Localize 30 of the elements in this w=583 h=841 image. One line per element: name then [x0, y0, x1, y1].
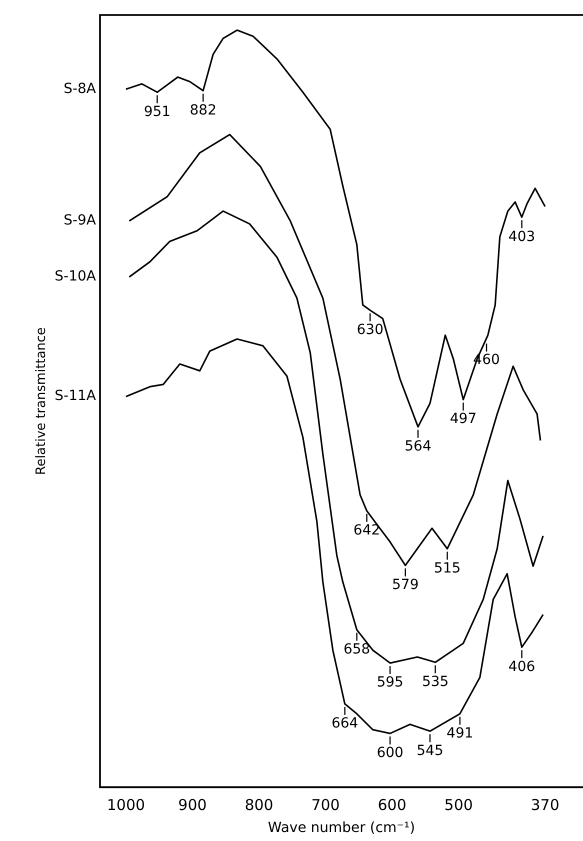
x-tick-label: 500 [444, 796, 473, 814]
y-axis-title: Relative transmittance [34, 327, 50, 476]
annotation: 564 [404, 438, 432, 454]
text: S-8A [64, 80, 96, 97]
text: S-10A [54, 268, 96, 285]
x-axis-title: Wave number (cm⁻¹) [268, 820, 416, 836]
annotation: 600 [376, 745, 404, 762]
x-tick-label: 700 [311, 796, 340, 814]
annotation: 951 [144, 104, 171, 120]
annotation: 403 [508, 228, 536, 245]
annotation: 882 [190, 102, 216, 118]
x-tick-label: 600 [378, 796, 406, 814]
annotation: 642 [353, 522, 380, 539]
x-tick-label: 370 [530, 796, 560, 814]
x-tick-label: 900 [178, 796, 207, 814]
annotation: 515 [434, 560, 461, 576]
x-tick-label: 1000 [106, 796, 146, 814]
annotation: 491 [446, 725, 474, 742]
annotation: 545 [416, 742, 444, 759]
text: S-11A [54, 388, 96, 404]
annotation: 664 [331, 716, 358, 732]
annotation: 579 [392, 577, 419, 594]
annotation: 630 [356, 322, 384, 338]
annotation: 406 [508, 658, 536, 675]
x-tick-label: 800 [244, 796, 274, 814]
annotation: 497 [450, 411, 477, 428]
annotation: 595 [376, 674, 404, 691]
text: S-9A [64, 212, 96, 229]
annotation: 658 [343, 641, 370, 658]
annotation: 535 [422, 674, 449, 690]
